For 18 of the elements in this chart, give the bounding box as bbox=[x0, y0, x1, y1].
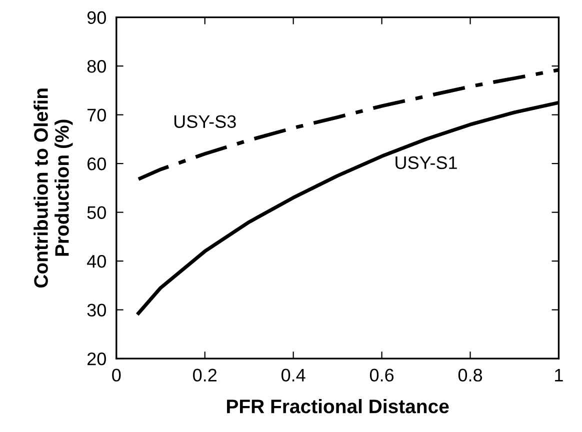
y-tick-label: 30 bbox=[87, 304, 106, 317]
x-axis-title: PFR Fractional Distance bbox=[227, 399, 449, 414]
series-label: USY-S1 bbox=[396, 156, 457, 170]
x-tick-label: 1 bbox=[555, 368, 563, 382]
x-tick-label: 0.2 bbox=[193, 368, 217, 382]
y-tick-label: 60 bbox=[88, 157, 106, 170]
y-tick-label: 80 bbox=[87, 60, 106, 73]
x-tick-label: 0.4 bbox=[281, 368, 306, 382]
y-tick-label: 70 bbox=[88, 108, 106, 122]
y-tick-label: 20 bbox=[88, 352, 106, 366]
y-tick-label: 40 bbox=[87, 254, 106, 268]
y-tick-label: 50 bbox=[87, 206, 106, 220]
y-axis-title: Contribution to Olefin Production (%) bbox=[34, 88, 73, 288]
series-label: USY-S3 bbox=[174, 115, 236, 128]
y-tick-label: 90 bbox=[87, 11, 106, 24]
x-tick-label: 0.6 bbox=[370, 368, 394, 382]
x-tick-label: 0.8 bbox=[458, 368, 482, 382]
x-tick-label: 0 bbox=[112, 368, 121, 382]
